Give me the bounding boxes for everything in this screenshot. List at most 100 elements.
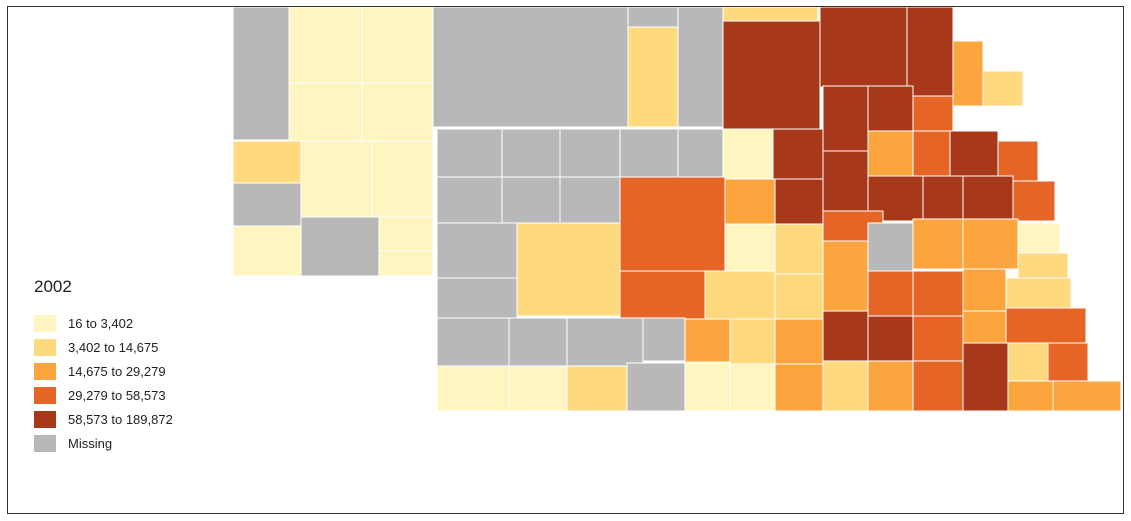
county-region-11	[912, 130, 951, 177]
county-region-63	[684, 361, 731, 412]
county-region-35	[1017, 252, 1069, 279]
legend-item: 16 to 3,402	[34, 311, 173, 335]
county-region-17	[559, 176, 621, 224]
county-region-23	[922, 175, 964, 222]
county-region-1	[501, 128, 561, 180]
county-north-6	[722, 20, 821, 132]
county-region-51	[822, 310, 869, 362]
legend-swatch	[34, 338, 56, 356]
county-region-49	[729, 318, 776, 365]
county-west-5	[361, 82, 434, 142]
county-region-13	[997, 140, 1039, 182]
county-region-37	[619, 270, 706, 320]
county-region-42	[962, 268, 1007, 312]
county-region-32	[912, 218, 964, 270]
county-region-26	[436, 222, 518, 279]
legend-swatch	[34, 410, 56, 428]
legend-item: 58,573 to 189,872	[34, 407, 173, 431]
legend-item: 3,402 to 14,675	[34, 335, 173, 359]
county-region-40	[867, 270, 914, 317]
legend-label: 16 to 3,402	[68, 315, 134, 331]
county-north-8	[906, 7, 954, 98]
county-region-21	[822, 150, 869, 212]
county-region-44	[436, 317, 510, 367]
county-north-3	[627, 26, 679, 128]
county-region-58	[1047, 342, 1089, 382]
legend-label: 29,279 to 58,573	[68, 387, 166, 403]
county-region-48	[684, 318, 731, 363]
county-region-57	[1007, 342, 1049, 382]
county-region-10	[867, 130, 914, 177]
county-west-10	[232, 182, 302, 227]
county-region-41	[912, 270, 964, 317]
county-north-1	[432, 7, 629, 128]
county-region-47	[642, 317, 686, 362]
county-region-68	[912, 360, 964, 412]
county-region-30	[822, 240, 869, 312]
county-region-62	[626, 362, 686, 412]
county-region-8	[867, 85, 914, 132]
county-north-2	[627, 7, 679, 28]
county-region-31	[867, 222, 914, 272]
county-west-3	[361, 7, 434, 84]
county-region-53	[912, 315, 964, 362]
county-region-14	[1012, 180, 1056, 222]
county-region-39	[774, 273, 824, 320]
county-region-55	[1005, 307, 1087, 344]
legend-label: Missing	[68, 435, 113, 451]
legend-item: 14,675 to 29,279	[34, 359, 173, 383]
county-region-46	[566, 317, 644, 367]
legend-item: 29,279 to 58,573	[34, 383, 173, 407]
county-region-65	[774, 363, 824, 412]
county-region-43	[1005, 277, 1072, 309]
county-region-33	[962, 218, 1019, 270]
county-region-12	[949, 130, 999, 177]
county-region-36	[436, 277, 518, 319]
map-frame: 2002 16 to 3,402 3,402 to 14,675 14,675 to…	[7, 6, 1124, 514]
county-region-27	[516, 222, 621, 317]
county-north-4	[677, 7, 724, 128]
county-region-7	[822, 85, 869, 152]
county-region-70	[1052, 380, 1122, 412]
county-region-34	[1017, 222, 1061, 254]
legend-swatch	[34, 386, 56, 404]
county-region-2	[559, 128, 621, 180]
county-region-50	[774, 318, 824, 365]
county-region-16	[501, 176, 561, 224]
county-region-29	[774, 223, 824, 275]
legend-label: 14,675 to 29,279	[68, 363, 166, 379]
county-west-13	[378, 250, 434, 277]
county-region-38	[704, 270, 776, 320]
legend-item: Missing	[34, 431, 173, 455]
county-region-67	[867, 360, 914, 412]
county-region-69	[1007, 380, 1054, 412]
county-region-64	[729, 363, 776, 412]
legend-swatch	[34, 362, 56, 380]
county-west-12	[300, 216, 380, 277]
county-region-52	[867, 315, 914, 362]
county-region-60	[508, 365, 568, 412]
county-region-28	[724, 223, 776, 273]
county-region-45	[508, 317, 568, 367]
county-west-7	[232, 140, 302, 184]
county-west-4	[288, 82, 363, 142]
county-region-9	[912, 95, 954, 132]
legend: 2002 16 to 3,402 3,402 to 14,675 14,675 to…	[34, 277, 173, 455]
county-region-5	[722, 128, 774, 180]
county-region-66	[822, 360, 869, 412]
county-west-8	[371, 140, 434, 218]
legend-swatch	[34, 314, 56, 332]
county-region-61	[566, 365, 628, 412]
county-region-6	[772, 128, 824, 180]
county-region-24	[962, 175, 1014, 222]
legend-label: 58,573 to 189,872	[68, 411, 173, 427]
choropleth-map	[232, 7, 1122, 412]
legend-swatch	[34, 434, 56, 452]
county-west-9	[232, 225, 302, 277]
legend-label: 3,402 to 14,675	[68, 339, 159, 355]
county-region-15	[436, 176, 503, 224]
county-region-56	[962, 342, 1009, 412]
county-region-19	[724, 178, 776, 225]
county-region-20	[774, 178, 824, 225]
county-west-6	[300, 140, 373, 218]
